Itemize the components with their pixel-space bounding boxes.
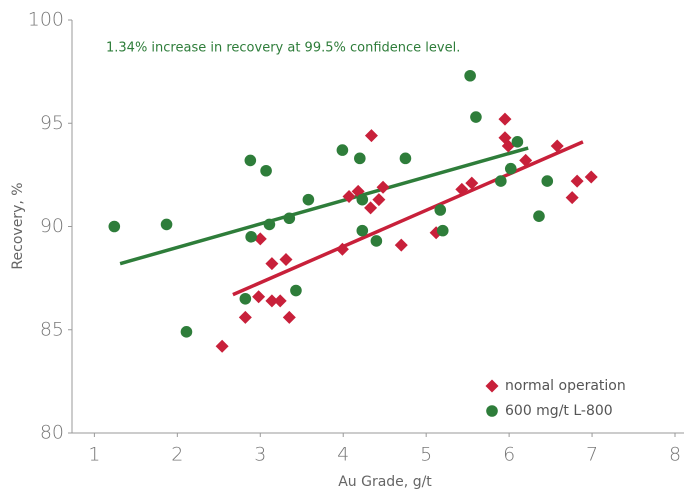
point — [364, 201, 378, 215]
y-tick-label: 90 — [40, 215, 64, 237]
point — [511, 136, 524, 148]
point — [244, 154, 257, 167]
point — [498, 112, 512, 126]
point — [273, 294, 287, 308]
legend-marker — [486, 405, 498, 417]
point — [336, 144, 349, 156]
point — [565, 191, 579, 205]
point — [265, 294, 279, 308]
point — [370, 235, 383, 247]
x-tick-label: 5 — [420, 444, 432, 466]
point — [356, 224, 369, 237]
y-tick-label: 100 — [28, 9, 64, 31]
point — [372, 193, 386, 207]
legend-text: 600 mg/t L-800 — [505, 403, 613, 419]
point — [495, 175, 507, 187]
x-tick-label: 2 — [171, 444, 183, 466]
legend-marker — [485, 379, 499, 393]
point — [253, 232, 267, 246]
point — [302, 193, 315, 206]
trend-line — [232, 140, 584, 297]
point — [394, 238, 408, 252]
point — [533, 210, 545, 222]
point — [504, 162, 517, 175]
point — [108, 220, 121, 233]
annotation: 1.34% increase in recovery at 99.5% conf… — [106, 41, 460, 56]
point — [245, 231, 257, 243]
point — [541, 175, 554, 187]
x-tick-label: 4 — [337, 444, 349, 466]
x-tick-label: 8 — [669, 444, 681, 466]
point — [356, 193, 369, 206]
point — [354, 152, 366, 165]
x-tick-label: 3 — [254, 444, 266, 466]
point — [160, 218, 173, 231]
point — [215, 339, 229, 353]
x-tick-label: 1 — [88, 444, 100, 466]
trend-line — [119, 146, 529, 266]
point — [470, 111, 482, 123]
point — [342, 190, 356, 204]
point — [279, 253, 293, 267]
y-tick-label: 85 — [40, 318, 64, 340]
point — [239, 292, 252, 305]
point — [464, 69, 476, 82]
point — [290, 284, 302, 297]
point — [465, 176, 479, 190]
point — [263, 218, 276, 231]
y-axis-label: Recovery, % — [10, 182, 26, 269]
point — [260, 164, 272, 177]
point — [282, 310, 296, 324]
point — [252, 290, 266, 304]
legend-text: normal operation — [505, 378, 626, 394]
point — [501, 139, 515, 153]
point — [238, 310, 252, 324]
point — [399, 152, 412, 165]
point — [519, 153, 533, 167]
point — [376, 180, 390, 194]
x-tick-label: 6 — [503, 444, 515, 466]
point — [455, 182, 469, 196]
point — [283, 212, 296, 225]
y-tick-label: 80 — [40, 422, 64, 444]
point — [436, 224, 449, 237]
point — [265, 257, 279, 271]
point — [335, 242, 349, 256]
x-tick-label: 7 — [586, 444, 598, 466]
point — [364, 129, 378, 143]
x-axis-label: Au Grade, g/t — [338, 474, 432, 490]
y-tick-label: 95 — [40, 112, 64, 134]
point — [180, 326, 193, 338]
point — [584, 170, 598, 184]
point — [434, 204, 447, 216]
point — [570, 174, 584, 188]
point — [550, 139, 564, 153]
